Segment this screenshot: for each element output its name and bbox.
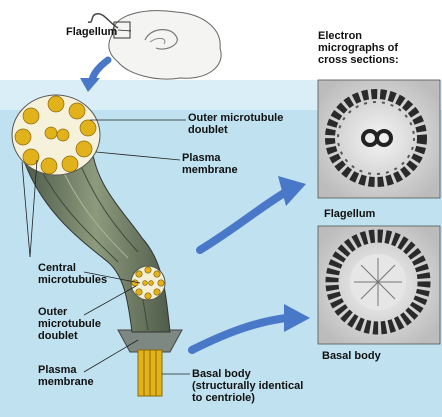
label-flagellum-top: Flagellum — [66, 26, 118, 38]
micrograph-basal-body — [317, 225, 441, 345]
label-plasma-membrane-upper: Plasma membrane — [182, 152, 238, 176]
zoom-box — [113, 21, 131, 39]
flagellum-cross-section-large — [11, 94, 101, 176]
leader-lines — [21, 29, 190, 375]
background-white-top — [0, 0, 442, 80]
caption-flagellum: Flagellum — [324, 208, 376, 220]
cell-illustration — [87, 10, 222, 80]
basal-body-shape — [117, 329, 183, 397]
zoom-arrow-top-head — [80, 78, 100, 92]
caption-basal-body: Basal body — [322, 350, 381, 362]
label-plasma-membrane-lower: Plasma membrane — [38, 364, 94, 388]
label-basal-body: Basal body (structurally identical to ce… — [192, 368, 304, 404]
flagellum-cross-section-small — [130, 265, 166, 301]
label-outer-microtubule-doublet: Outer microtubule doublet — [188, 112, 284, 136]
arrow-to-flagellum-micrograph — [196, 188, 290, 254]
arrow-to-basal-micrograph-head — [284, 304, 310, 332]
micrograph-flagellum — [317, 79, 441, 199]
micrographs-heading: Electron micrographs of cross sections: — [318, 30, 399, 66]
arrow-to-flagellum-micrograph-head — [278, 176, 306, 206]
label-central-microtubules: Central microtubules — [38, 262, 108, 286]
arrow-to-basal-micrograph — [188, 314, 290, 354]
flagellum-tail — [87, 13, 119, 29]
label-outer-microtubule-doublet-lower: Outer microtubule doublet — [38, 306, 101, 342]
